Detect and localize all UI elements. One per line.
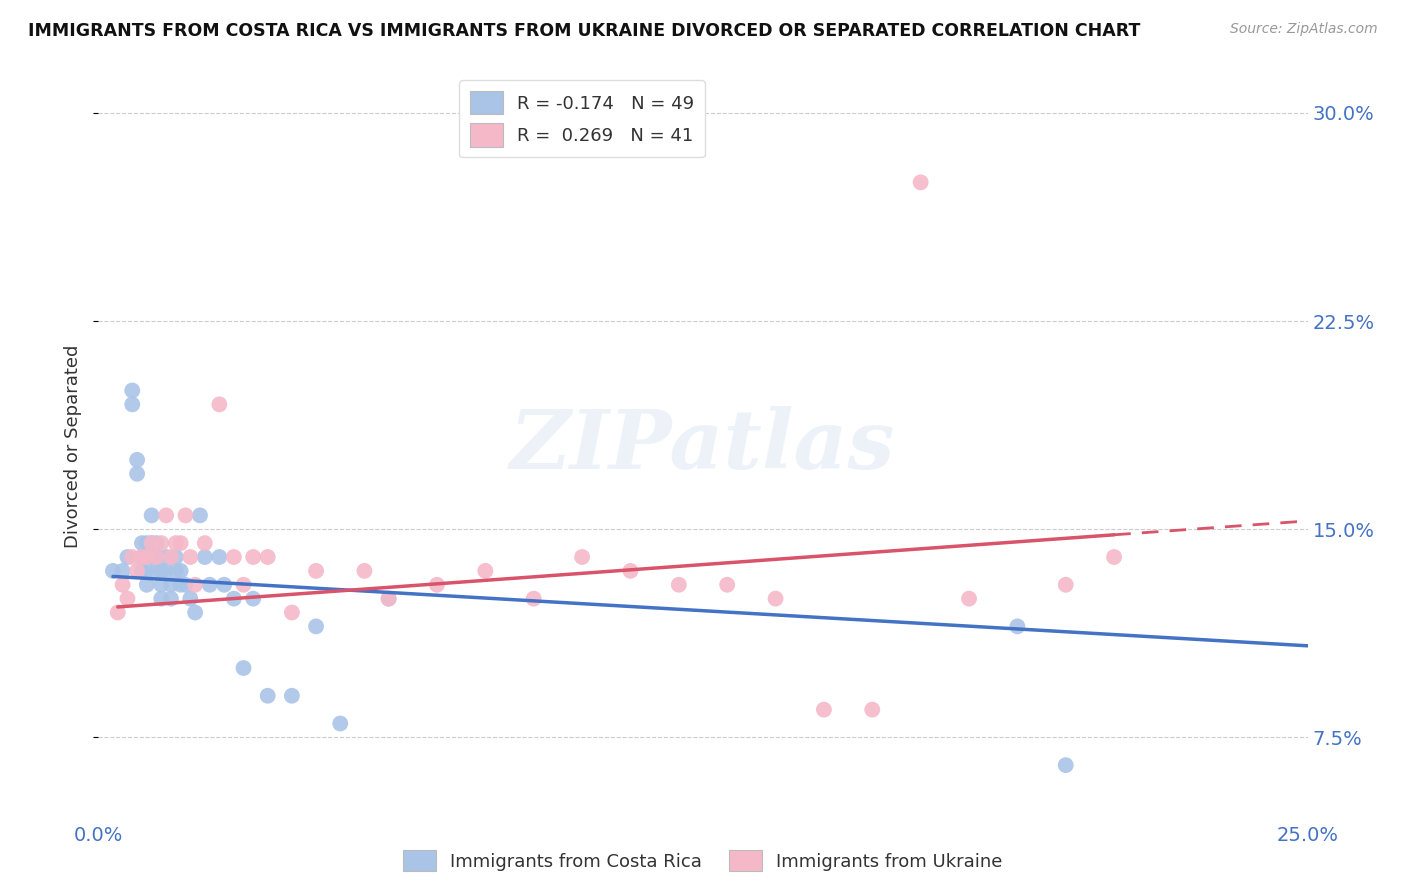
Point — [619, 564, 641, 578]
Point — [127, 467, 149, 481]
Point — [716, 578, 738, 592]
Point — [165, 564, 187, 578]
Point — [184, 606, 207, 620]
Point — [571, 549, 593, 564]
Point — [174, 508, 197, 523]
Point — [160, 578, 183, 592]
Point — [179, 591, 201, 606]
Point — [107, 606, 129, 620]
Legend: Immigrants from Costa Rica, Immigrants from Ukraine: Immigrants from Costa Rica, Immigrants f… — [396, 843, 1010, 879]
Point — [150, 536, 173, 550]
Point — [135, 549, 157, 564]
Point — [1007, 619, 1029, 633]
Point — [910, 175, 932, 189]
Point — [169, 536, 191, 550]
Point — [135, 536, 157, 550]
Point — [101, 564, 124, 578]
Point — [160, 549, 183, 564]
Point — [150, 564, 173, 578]
Point — [145, 549, 167, 564]
Point — [155, 508, 177, 523]
Point — [131, 549, 153, 564]
Point — [242, 549, 264, 564]
Point — [208, 397, 231, 411]
Point — [165, 549, 187, 564]
Point — [765, 591, 787, 606]
Point — [179, 549, 201, 564]
Point — [281, 606, 304, 620]
Point — [474, 564, 496, 578]
Point — [135, 564, 157, 578]
Point — [860, 703, 883, 717]
Point — [222, 591, 245, 606]
Point — [668, 578, 690, 592]
Point — [121, 397, 143, 411]
Point — [232, 578, 254, 592]
Point — [127, 453, 149, 467]
Point — [256, 549, 278, 564]
Point — [377, 591, 399, 606]
Point — [1054, 758, 1077, 772]
Point — [150, 591, 173, 606]
Point — [131, 536, 153, 550]
Point — [281, 689, 304, 703]
Point — [194, 536, 217, 550]
Point — [1054, 578, 1077, 592]
Point — [141, 536, 163, 550]
Text: ZIPatlas: ZIPatlas — [510, 406, 896, 486]
Point — [305, 619, 328, 633]
Point — [121, 384, 143, 398]
Point — [353, 564, 375, 578]
Point — [141, 549, 163, 564]
Point — [256, 689, 278, 703]
Point — [523, 591, 546, 606]
Point — [1102, 549, 1125, 564]
Point — [194, 549, 217, 564]
Point — [111, 578, 134, 592]
Point — [145, 549, 167, 564]
Point — [121, 549, 143, 564]
Point — [150, 578, 173, 592]
Point — [174, 578, 197, 592]
Y-axis label: Divorced or Separated: Divorced or Separated — [65, 344, 83, 548]
Point — [208, 549, 231, 564]
Point — [169, 564, 191, 578]
Point — [155, 549, 177, 564]
Point — [145, 536, 167, 550]
Point — [145, 564, 167, 578]
Point — [165, 536, 187, 550]
Point — [212, 578, 235, 592]
Point — [198, 578, 221, 592]
Point — [813, 703, 835, 717]
Point — [222, 549, 245, 564]
Point — [117, 591, 139, 606]
Point — [957, 591, 980, 606]
Text: Source: ZipAtlas.com: Source: ZipAtlas.com — [1230, 22, 1378, 37]
Legend: R = -0.174   N = 49, R =  0.269   N = 41: R = -0.174 N = 49, R = 0.269 N = 41 — [460, 80, 704, 158]
Point — [141, 508, 163, 523]
Point — [117, 549, 139, 564]
Point — [426, 578, 449, 592]
Point — [135, 578, 157, 592]
Point — [131, 549, 153, 564]
Text: IMMIGRANTS FROM COSTA RICA VS IMMIGRANTS FROM UKRAINE DIVORCED OR SEPARATED CORR: IMMIGRANTS FROM COSTA RICA VS IMMIGRANTS… — [28, 22, 1140, 40]
Point — [131, 564, 153, 578]
Point — [232, 661, 254, 675]
Point — [160, 591, 183, 606]
Point — [127, 564, 149, 578]
Point — [242, 591, 264, 606]
Point — [184, 578, 207, 592]
Point — [111, 564, 134, 578]
Point — [329, 716, 352, 731]
Point — [155, 564, 177, 578]
Point — [188, 508, 211, 523]
Point — [377, 591, 399, 606]
Point — [141, 536, 163, 550]
Point — [135, 549, 157, 564]
Point — [305, 564, 328, 578]
Point — [169, 578, 191, 592]
